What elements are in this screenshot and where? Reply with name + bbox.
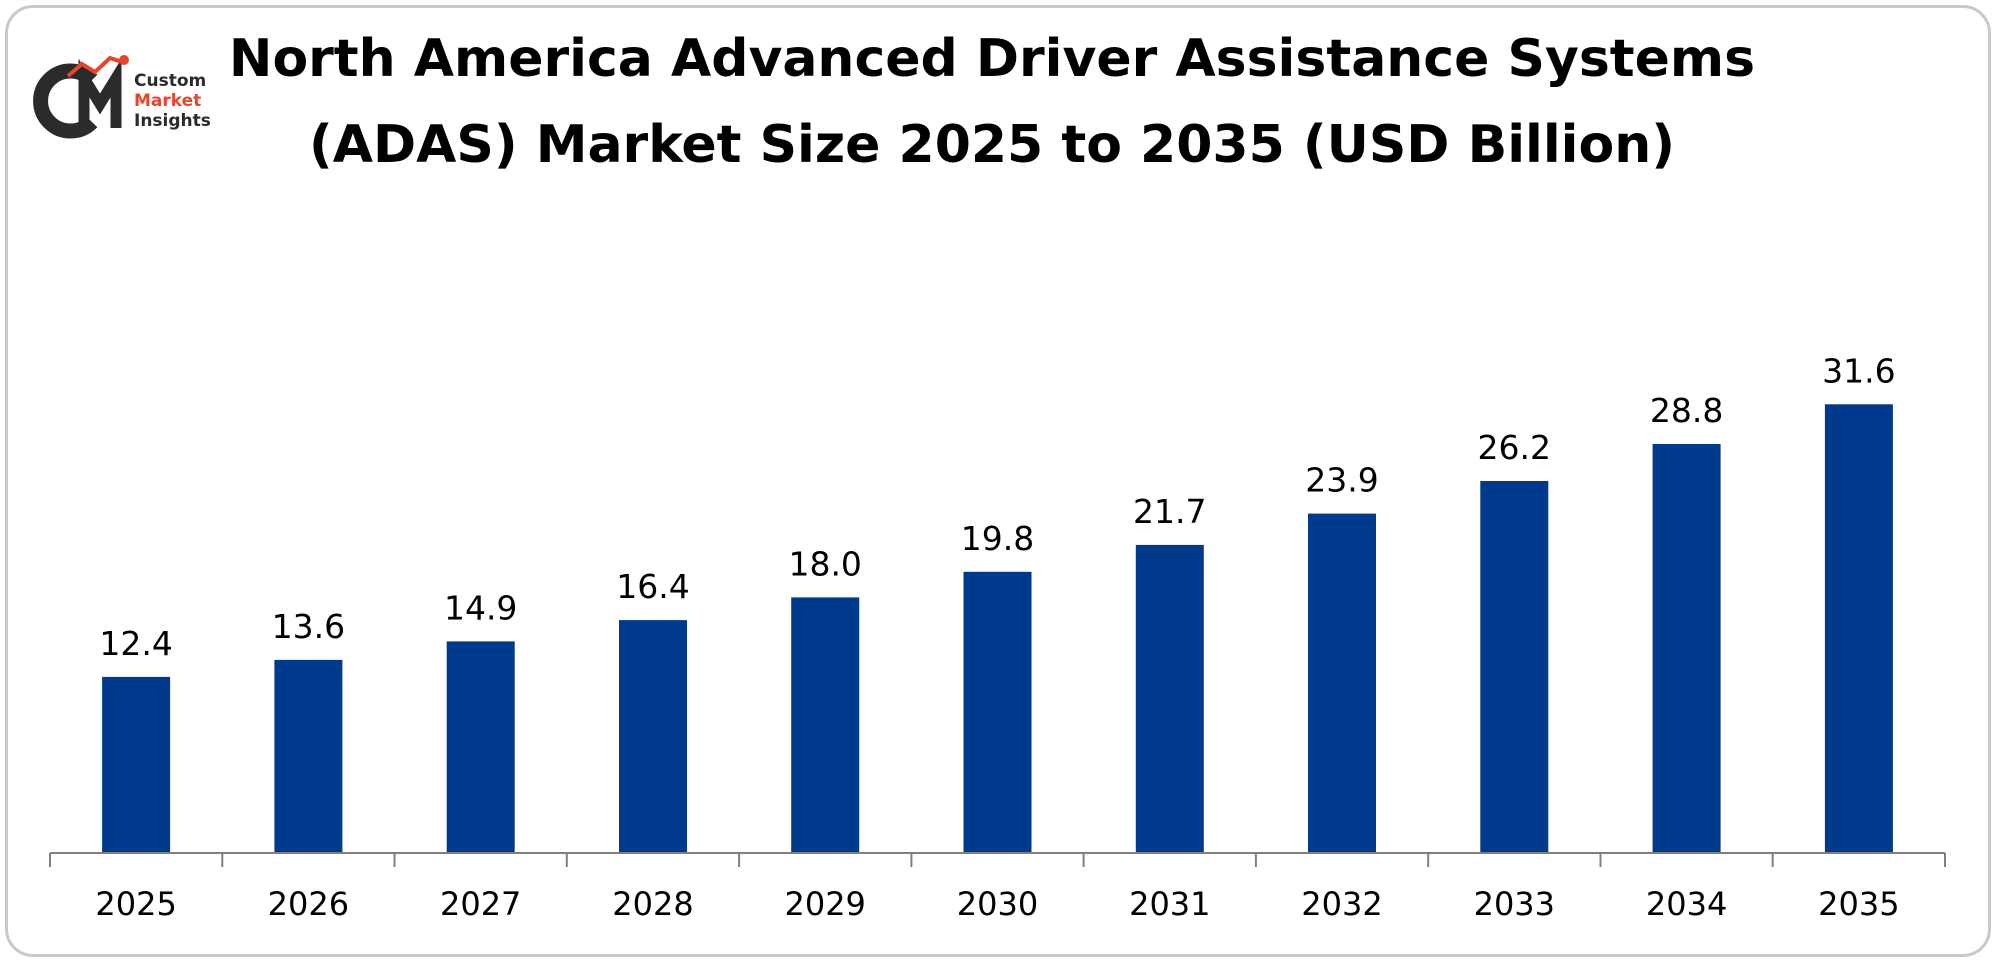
logo-text-line2: Market — [134, 91, 201, 111]
value-label-2029: 18.0 — [788, 544, 861, 583]
bar-2035 — [1824, 404, 1893, 853]
value-labels: 12.4 13.6 14.9 16.4 18.0 19.8 21.7 23.9 26.2 28.8… — [99, 351, 1895, 663]
bar-2029 — [791, 597, 860, 853]
company-logo: Custom Market Insights — [33, 55, 211, 139]
tick-label-2028: 2028 — [612, 885, 693, 923]
tick-label-2032: 2032 — [1301, 885, 1382, 923]
value-label-2025: 12.4 — [99, 624, 172, 663]
value-label-2026: 13.6 — [272, 607, 345, 646]
tick-label-2034: 2034 — [1646, 885, 1727, 923]
value-label-2030: 19.8 — [961, 519, 1034, 558]
bar-2033 — [1480, 481, 1549, 853]
bar-2028 — [619, 620, 687, 853]
bar-2031 — [1135, 544, 1204, 853]
bar-2025 — [102, 676, 171, 853]
logo-text-line3: Insights — [134, 111, 211, 131]
chart-title-line2: (ADAS) Market Size 2025 to 2035 (USD Bil… — [309, 115, 1675, 175]
x-axis-tick-labels: 2025 2026 2027 2028 2029 2030 2031 2032 2033 2034… — [95, 885, 1899, 923]
bar-2034 — [1652, 444, 1721, 853]
x-axis-ticks — [49, 853, 1946, 867]
bar-2026 — [274, 659, 343, 853]
bar-series — [102, 404, 1893, 853]
tick-label-2030: 2030 — [957, 885, 1038, 923]
tick-label-2029: 2029 — [784, 885, 865, 923]
bar-2032 — [1308, 513, 1376, 853]
value-label-2031: 21.7 — [1133, 492, 1206, 531]
tick-label-2026: 2026 — [268, 885, 349, 923]
logo-mark-icon — [33, 55, 129, 139]
value-label-2034: 28.8 — [1650, 391, 1723, 430]
bar-2027 — [446, 641, 515, 853]
value-label-2032: 23.9 — [1305, 461, 1378, 500]
tick-label-2035: 2035 — [1818, 885, 1899, 923]
tick-label-2031: 2031 — [1129, 885, 1210, 923]
chart-title-line1: North America Advanced Driver Assistance… — [229, 29, 1755, 89]
tick-label-2025: 2025 — [95, 885, 176, 923]
tick-label-2033: 2033 — [1474, 885, 1555, 923]
value-label-2028: 16.4 — [616, 567, 689, 606]
tick-label-2027: 2027 — [440, 885, 521, 923]
value-label-2035: 31.6 — [1822, 351, 1895, 390]
logo-text-line1: Custom — [134, 71, 206, 91]
value-label-2033: 26.2 — [1478, 428, 1551, 467]
bar-2030 — [963, 571, 1032, 853]
value-label-2027: 14.9 — [444, 588, 517, 627]
